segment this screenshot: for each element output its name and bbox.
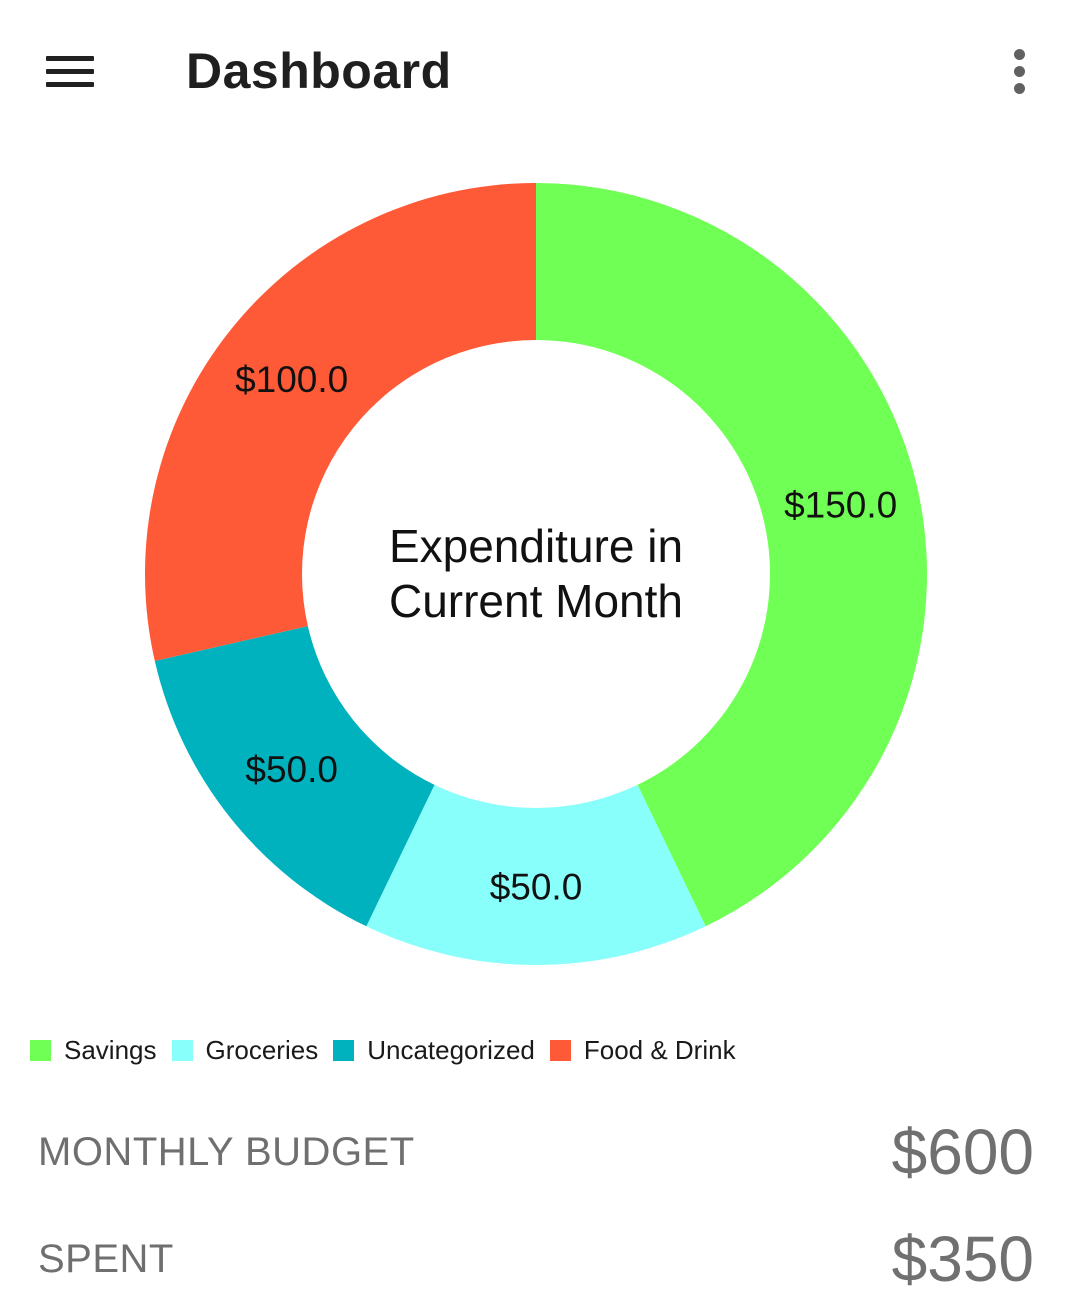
legend-swatch <box>549 1039 571 1061</box>
legend-swatch <box>333 1039 355 1061</box>
legend-swatch <box>30 1039 51 1061</box>
monthly-budget-row: MONTHLY BUDGET $600 <box>38 1115 1034 1189</box>
monthly-budget-label: MONTHLY BUDGET <box>38 1129 415 1174</box>
more-vert-icon <box>1013 48 1025 60</box>
menu-button[interactable] <box>30 38 110 104</box>
spent-value: $350 <box>891 1223 1034 1295</box>
legend-label: Uncategorized <box>367 1034 535 1065</box>
monthly-budget-value: $600 <box>891 1116 1034 1188</box>
donut-slice-savings[interactable] <box>536 183 927 927</box>
chart-center-text-line-1: Expenditure in <box>389 520 683 572</box>
spent-label: SPENT <box>38 1236 174 1281</box>
legend-swatch <box>171 1039 193 1061</box>
donut-slice-groceries[interactable] <box>366 784 706 965</box>
overflow-menu-button[interactable] <box>996 40 1042 102</box>
chart-center-text-line-2: Current Month <box>389 575 683 627</box>
chart-legend: Savings Groceries Uncategorized Food & D… <box>30 1030 751 1070</box>
slice-label-uncategorized: $50.0 <box>245 749 338 790</box>
legend-label: Food & Drink <box>583 1034 736 1065</box>
donut-slice-food-drink[interactable] <box>144 183 536 662</box>
page-title: Dashboard <box>186 43 452 99</box>
app-bar: Dashboard <box>0 0 1073 145</box>
legend-item-savings: Savings <box>30 1035 157 1066</box>
slice-label-savings: $150.0 <box>784 484 897 525</box>
legend-label: Savings <box>64 1034 157 1065</box>
slice-label-food-drink: $100.0 <box>235 359 348 400</box>
legend-item-groceries: Groceries <box>171 1034 319 1066</box>
hamburger-menu-icon <box>46 55 94 61</box>
spent-row: SPENT $350 <box>38 1222 1034 1296</box>
donut-chart-svg: $150.0 $50.0 $50.0 $100.0 Expenditure in Cu… <box>144 183 927 965</box>
slice-label-groceries: $50.0 <box>490 867 583 908</box>
legend-label: Groceries <box>205 1034 319 1065</box>
legend-item-food-drink: Food & Drink <box>549 1034 736 1066</box>
legend-item-uncategorized: Uncategorized <box>333 1035 535 1066</box>
donut-slice-uncategorized[interactable] <box>154 626 435 927</box>
expenditure-donut-chart[interactable]: $150.0 $50.0 $50.0 $100.0 Expenditure in Cu… <box>0 160 1073 990</box>
